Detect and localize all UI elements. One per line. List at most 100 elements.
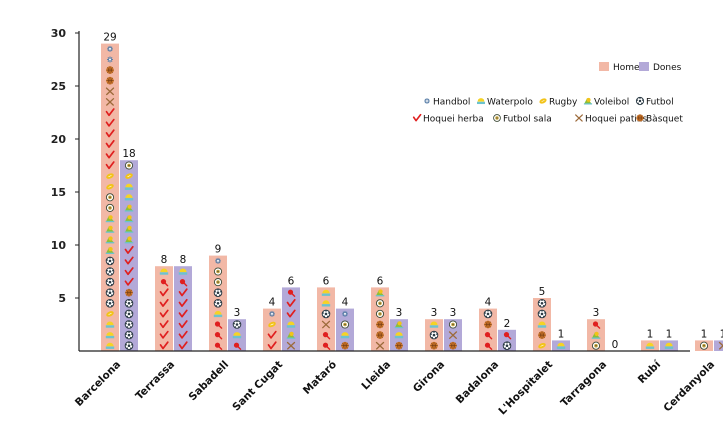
legend-swatch-homes [599,62,609,71]
hoquei-patins-icon [375,341,385,350]
bar-value-label: 1 [647,328,654,340]
basquet-icon [341,341,349,350]
hoquei-herba-icon [159,330,169,339]
hoquei-herba-icon [267,330,277,339]
waterpolo-icon [340,332,350,339]
basquet-icon [106,66,114,74]
futbol-icon [105,256,115,266]
futbol-sala-icon [340,320,350,329]
futbol-sala-icon [105,193,115,202]
bar-homes [479,308,497,351]
basquet-icon [106,76,114,85]
bar-value-label: 1 [558,328,565,340]
category-label: Lleida [359,359,393,393]
voleibol-icon [583,97,593,105]
futbol-icon [483,309,493,319]
legend-swatch-dones [639,62,649,71]
hoquei-patins-icon [105,98,115,106]
bar-dones [336,308,354,351]
bar-value-label: 2 [504,318,511,330]
category-label: Girona [411,359,447,395]
waterpolo-icon [429,321,439,328]
futbol-icon [502,341,512,351]
legend-label-homes: Homes [613,63,645,73]
y-tick-label: 5 [58,292,66,305]
hoquei-herba-icon [124,277,134,286]
bar-value-label: 8 [161,254,168,266]
rugby-icon [125,173,133,179]
futbol-icon [124,309,134,319]
bar-value-label: 3 [450,307,457,319]
legend-label-futbol: Futbol [646,98,674,108]
waterpolo-icon [124,194,134,201]
legend-label-hoquei-patins: Hoquei patins [585,115,648,125]
bar-value-label: 29 [103,32,116,44]
futbol-icon [124,330,134,340]
bar-homes [371,287,389,351]
futbol-sala-icon [591,341,601,350]
y-axis: 5 10 15 20 25 30 [51,27,80,351]
hoquei-ball-icon [484,342,493,351]
hoquei-ball-icon [160,279,169,287]
hoquei-patins-icon [448,331,458,339]
handbol-icon [342,310,348,317]
y-tick-label: 15 [51,186,66,199]
handbol-icon [107,45,113,52]
hoquei-herba-icon [178,320,188,329]
hoquei-herba-icon [159,298,169,307]
waterpolo-icon [232,332,242,339]
bar-dones [174,266,192,351]
waterpolo-icon [645,342,655,349]
hoquei-herba-icon [105,118,115,127]
futbol-icon [105,267,115,276]
basquet-icon [430,341,438,350]
hoquei-ball-icon [233,342,242,351]
voleibol-icon [375,289,385,297]
futbol-icon [635,96,645,106]
bar-value-label: 1 [701,328,708,340]
hoquei-ball-icon [179,279,188,287]
hoquei-herba-icon [286,298,296,307]
hoquei-patins-icon [105,87,115,96]
hoquei-ball-icon [484,332,493,340]
category-label: Sant Cugat [230,359,285,414]
waterpolo-icon [286,321,296,328]
bar-value-label: 5 [539,286,546,298]
basquet-icon [395,341,403,350]
hoquei-herba-icon [124,256,134,265]
hoquei-ball-icon [287,289,296,298]
hoquei-herba-icon [105,150,115,159]
legend-label-rugby: Rugby [549,98,578,108]
y-tick-label: 30 [51,27,67,40]
bar-value-label: 4 [269,297,276,309]
waterpolo-icon [124,183,134,190]
hoquei-herba-icon [178,288,188,297]
hoquei-herba-icon [105,161,115,170]
hoquei-ball-icon [322,332,331,340]
bar-value-label: 6 [323,275,330,287]
legend-label-basquet: Bàsquet [646,115,683,125]
futbol-icon [232,320,242,329]
basquet-icon [636,114,644,122]
futbol-sala-icon [448,320,458,329]
category-label: L'Hospitalet [496,359,555,418]
voleibol-icon [591,331,601,339]
hoquei-herba-icon [124,267,134,276]
hoquei-herba-icon [286,309,296,318]
hoquei-ball-icon [214,342,223,351]
hoquei-ball-icon [214,332,223,340]
bar-value-label: 4 [342,297,349,309]
rugby-icon [539,98,547,104]
waterpolo-icon [321,300,331,307]
voleibol-icon [124,225,134,233]
basquet-icon [484,320,492,329]
bar-value-label: 3 [431,307,438,319]
hoquei-herba-icon [105,108,115,117]
hoquei-patins-icon [575,114,583,122]
waterpolo-icon [394,332,404,339]
hoquei-herba-icon [267,341,277,350]
rugby-icon [538,342,546,349]
basquet-icon [125,288,133,297]
x-axis: Barcelona Terrassa Sabadell Sant Cugat Matar… [73,350,717,418]
